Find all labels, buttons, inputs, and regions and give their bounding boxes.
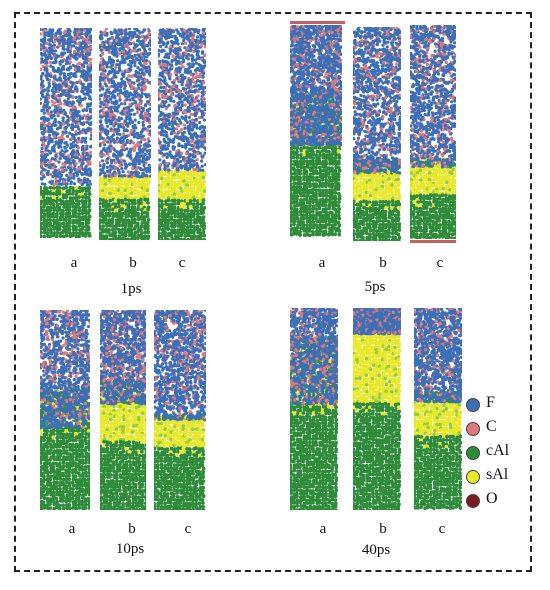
column-label-40ps-b: b xyxy=(373,521,393,538)
column-label-5ps-c: c xyxy=(430,255,450,272)
column-1ps-a xyxy=(40,28,92,238)
legend-label-sal: sAl xyxy=(486,466,508,484)
column-5ps-b xyxy=(353,27,401,241)
column-label-5ps-a: a xyxy=(312,255,332,272)
column-label-10ps-a: a xyxy=(62,521,82,538)
column-40ps-a xyxy=(290,308,338,510)
column-label-40ps-a: a xyxy=(313,521,333,538)
time-label-5ps: 5ps xyxy=(345,279,405,296)
column-1ps-b xyxy=(99,28,151,240)
legend-label-f: F xyxy=(486,394,495,412)
column-1ps-c xyxy=(158,28,206,240)
column-label-10ps-b: b xyxy=(122,521,142,538)
legend-swatch-c xyxy=(466,422,480,436)
time-label-10ps: 10ps xyxy=(100,541,160,558)
legend-swatch-cal xyxy=(466,446,480,460)
column-40ps-b xyxy=(353,308,401,510)
bottom-plate xyxy=(410,240,456,243)
top-plate xyxy=(290,21,345,24)
legend-label-cal: cAl xyxy=(486,442,509,460)
column-10ps-a xyxy=(40,310,90,510)
column-10ps-b xyxy=(100,310,146,510)
legend-swatch-sal xyxy=(466,470,480,484)
column-40ps-c xyxy=(414,308,462,510)
time-label-1ps: 1ps xyxy=(101,281,161,298)
legend-label-c: C xyxy=(486,418,497,436)
column-label-1ps-b: b xyxy=(123,255,143,272)
column-label-5ps-b: b xyxy=(373,255,393,272)
column-label-1ps-c: c xyxy=(172,255,192,272)
column-10ps-c xyxy=(154,310,206,510)
legend-label-o: O xyxy=(486,490,498,508)
time-label-40ps: 40ps xyxy=(346,542,406,559)
column-label-40ps-c: c xyxy=(432,521,452,538)
column-label-10ps-c: c xyxy=(178,521,198,538)
legend-swatch-o xyxy=(466,494,480,508)
column-5ps-c xyxy=(410,25,456,239)
legend-swatch-f xyxy=(466,398,480,412)
column-label-1ps-a: a xyxy=(64,255,84,272)
column-5ps-a xyxy=(290,25,342,237)
dashed-frame xyxy=(14,12,532,572)
